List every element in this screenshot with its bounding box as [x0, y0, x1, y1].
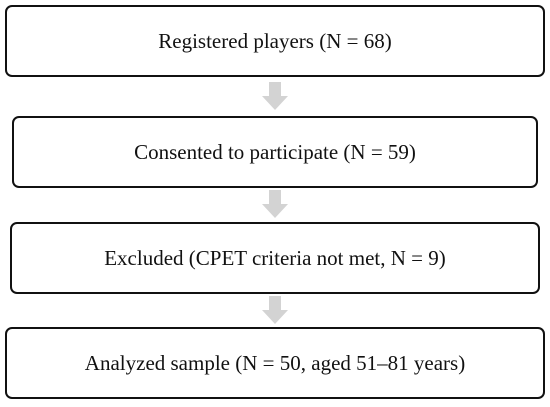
down-arrow — [262, 296, 288, 324]
down-arrow — [262, 82, 288, 110]
down-arrow — [262, 190, 288, 218]
box-label: Consented to participate (N = 59) — [134, 139, 416, 164]
box-label: Analyzed sample (N = 50, aged 51–81 year… — [84, 350, 466, 375]
flow-box: Consented to participate (N = 59) — [12, 116, 538, 188]
box-label: Registered players (N = 68) — [158, 28, 392, 53]
flow-box: Analyzed sample (N = 50, aged 51–81 year… — [5, 327, 545, 399]
box-label: Excluded (CPET criteria not met, N = 9) — [104, 245, 446, 270]
flow-box: Registered players (N = 68) — [5, 5, 545, 77]
flow-box: Excluded (CPET criteria not met, N = 9) — [10, 222, 540, 294]
